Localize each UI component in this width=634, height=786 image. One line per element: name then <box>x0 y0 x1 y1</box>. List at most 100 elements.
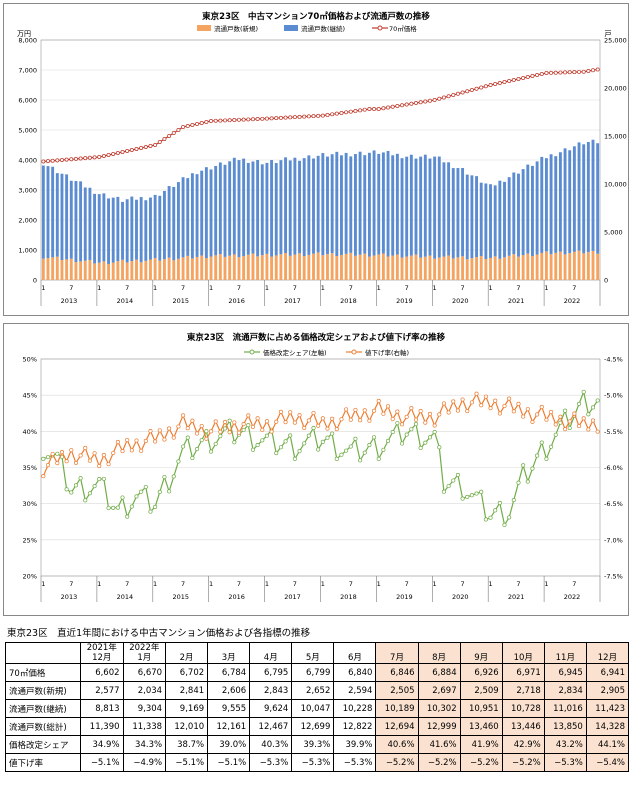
x-year-label: 2022 <box>564 593 581 601</box>
point-price-cut-rate <box>525 407 530 412</box>
bar-new-units <box>214 255 218 280</box>
y-right-tick-label: -5.0% <box>604 392 623 400</box>
point-price-cut-rate <box>437 412 442 417</box>
bar-new-units <box>572 251 576 280</box>
point-price <box>591 68 595 73</box>
bar-new-units <box>586 252 590 280</box>
x-month-label: 1 <box>433 284 437 292</box>
point-price-revision-share <box>353 436 358 441</box>
point-price-revision-share <box>516 480 521 485</box>
bar-new-units <box>172 260 176 280</box>
point-price-cut-rate <box>553 422 558 427</box>
point-price-revision-share <box>125 514 130 519</box>
bar-new-units <box>293 254 297 280</box>
point-price-revision-share <box>334 456 339 461</box>
x-year-label: 2015 <box>172 593 189 601</box>
bar-new-units <box>428 255 432 280</box>
point-price <box>493 82 498 86</box>
y-right-tick-label: -7.5% <box>604 573 623 581</box>
point-price-revision-share <box>507 515 512 520</box>
bar-new-units <box>200 255 204 280</box>
bar-continuing-units <box>531 165 534 257</box>
y-left-tick-label: 20% <box>23 573 37 581</box>
y-left-tick-label: 5,000 <box>18 127 37 135</box>
table-cell: −5.2% <box>459 753 503 772</box>
table-cell: 6,799 <box>291 663 335 682</box>
x-year-label: 2021 <box>508 297 525 305</box>
y-right-tick-label: 15,000 <box>604 133 627 141</box>
line-price-cut-rate <box>42 392 599 477</box>
point-price-revision-share <box>288 433 293 438</box>
table-row: 70㎡価格 6,602 6,670 6,702 6,784 6,795 6,799 6,840… <box>5 663 630 682</box>
bar-new-units <box>340 254 343 280</box>
header-month: 10月 <box>513 653 533 663</box>
point-price-revision-share <box>469 493 474 498</box>
point-price-revision-share <box>511 498 516 503</box>
x-month-label: 1 <box>97 580 101 588</box>
table-cell: 38.7% <box>165 735 209 754</box>
point-price-cut-rate <box>516 401 521 406</box>
table-header-cell: 9月 <box>459 642 503 664</box>
point-price-cut-rate <box>409 406 414 411</box>
bar-continuing-units <box>149 197 152 260</box>
bar-continuing-units <box>428 158 432 256</box>
table-cell: −5.3% <box>333 753 377 772</box>
bar-continuing-units <box>433 156 437 259</box>
x-year-label: 2018 <box>340 297 357 305</box>
point-price <box>353 109 358 113</box>
bar-new-units <box>153 258 157 280</box>
bar-new-units <box>130 261 134 280</box>
bar-continuing-units <box>186 178 190 256</box>
point-price-revision-share <box>432 430 437 435</box>
point-price <box>549 70 554 75</box>
point-price-revision-share <box>395 421 400 426</box>
x-month-label: 1 <box>321 580 325 588</box>
bar-continuing-units <box>591 139 595 251</box>
x-year-label: 2017 <box>284 297 301 305</box>
x-month-label: 7 <box>405 580 409 588</box>
header-year <box>253 643 288 653</box>
bar-continuing-units <box>340 155 343 255</box>
point-price-cut-rate <box>535 412 540 417</box>
bar-continuing-units <box>419 156 423 258</box>
point-price-revision-share <box>330 431 335 436</box>
bar-new-units <box>167 257 171 280</box>
table-cell: 6,971 <box>501 663 545 682</box>
x-month-label: 1 <box>265 580 269 588</box>
table-cell: 6,602 <box>80 663 124 682</box>
point-price-revision-share <box>493 508 498 513</box>
table-cell: 2,718 <box>501 681 545 700</box>
bar-continuing-units <box>372 150 376 256</box>
point-price-cut-rate <box>507 396 512 401</box>
point-price <box>586 69 591 73</box>
bar-continuing-units <box>489 184 492 258</box>
bar-new-units <box>163 259 166 280</box>
point-price-revision-share <box>483 517 488 522</box>
point-price-cut-rate <box>451 399 456 404</box>
table-header-cell: 2022年 1月 <box>122 642 167 664</box>
x-month-label: 7 <box>125 284 129 292</box>
point-price-revision-share <box>399 441 405 446</box>
point-price <box>204 120 209 124</box>
x-year-label: 2015 <box>172 297 189 305</box>
point-price-cut-rate <box>320 416 325 421</box>
table-cell: 6,945 <box>543 663 587 682</box>
table-title: 東京23区 直近1年間における中古マンション価格および各指標の推移 <box>7 628 311 639</box>
point-price <box>55 158 60 163</box>
point-price <box>92 155 97 160</box>
point-price <box>274 116 279 121</box>
table-row: 流通戸数(新規) 2,577 2,034 2,841 2,606 2,843 2,652 2,… <box>5 681 630 700</box>
table-header-cell: 12月 <box>585 642 630 664</box>
bar-new-units <box>568 253 572 280</box>
bar-continuing-units <box>204 167 208 259</box>
point-price-revision-share <box>143 484 148 490</box>
bar-continuing-units <box>279 160 283 255</box>
point-price <box>50 158 55 163</box>
point-price <box>241 117 246 122</box>
table-cell: 40.3% <box>249 735 293 754</box>
point-price-cut-rate <box>204 436 209 441</box>
bar-continuing-units <box>470 175 474 259</box>
bar-new-units <box>302 256 306 280</box>
point-price-cut-rate <box>260 427 265 432</box>
table-cell: 10,228 <box>333 699 377 718</box>
